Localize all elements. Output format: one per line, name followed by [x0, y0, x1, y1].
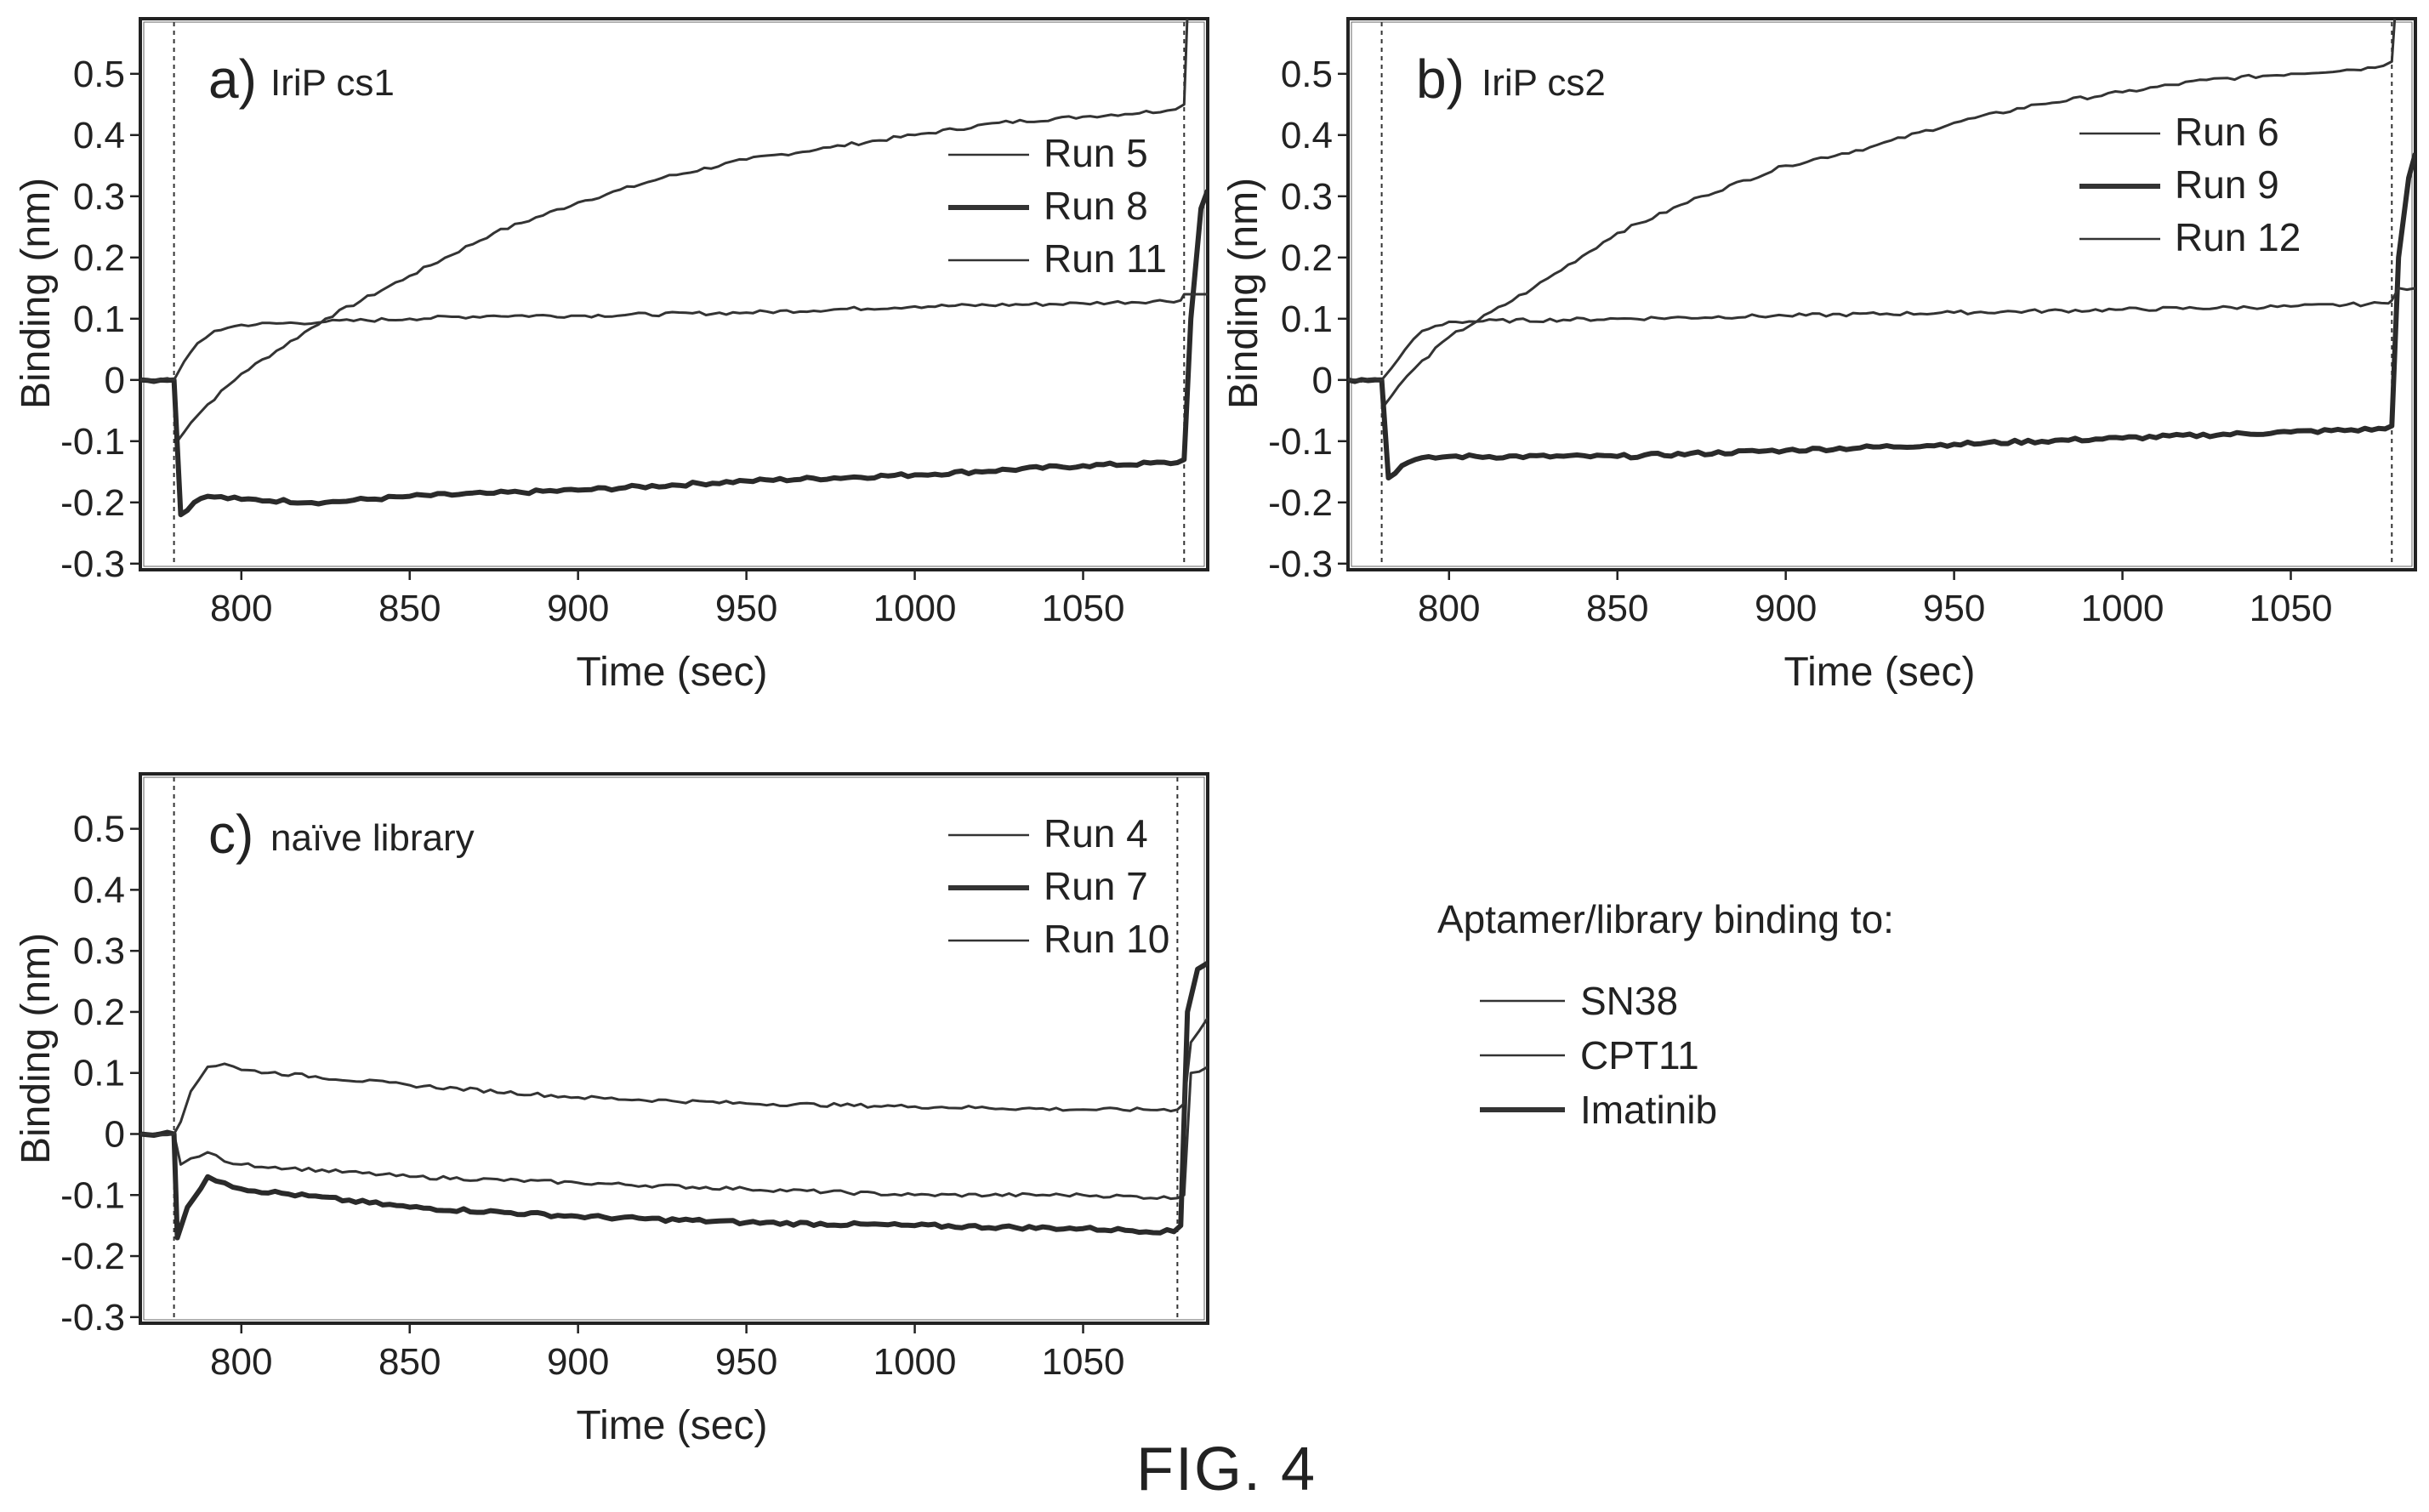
- panel-c-x-tick-label: 1000: [873, 1341, 957, 1383]
- panel-c-legend-label: Run 4: [1044, 811, 1148, 855]
- panel-a-x-tick-label: 1050: [1042, 588, 1125, 629]
- panel-c-y-tick-label: -0.2: [60, 1236, 125, 1277]
- panel-c-ylabel: Binding (nm): [14, 933, 59, 1164]
- panel-b-y-tick-label: -0.1: [1268, 421, 1333, 463]
- panel-c-y-tick-label: -0.3: [60, 1297, 125, 1339]
- panel-c: c) naïve library Time (sec) Binding (nm)…: [14, 772, 1209, 1448]
- panel-b-legend-label: Run 12: [2175, 215, 2301, 259]
- panel-a-series-run-5: [140, 19, 1189, 443]
- panel-b-series-run-6: [1348, 19, 2397, 406]
- panel-c-series-run-7: [140, 960, 1208, 1241]
- panel-b-legend-label: Run 6: [2175, 110, 2279, 154]
- figure-label: FIG. 4: [1136, 1435, 1317, 1503]
- panel-b-title: IriP cs2: [1482, 62, 1606, 104]
- panel-a-x-tick-label: 800: [210, 588, 272, 629]
- panel-b-letter: b): [1416, 48, 1465, 110]
- panel-c-y-tick-label: 0.2: [73, 992, 125, 1033]
- panel-b-y-tick-label: 0: [1312, 360, 1333, 401]
- panel-b-x-tick-label: 800: [1418, 588, 1480, 629]
- panel-a-x-tick-label: 900: [547, 588, 609, 629]
- panel-c-legend-label: Run 7: [1044, 864, 1148, 908]
- panel-a-y-tick-label: 0.2: [73, 237, 125, 279]
- panel-a-y-tick-label: 0.4: [73, 115, 125, 156]
- panel-c-y-tick-label: 0.1: [73, 1053, 125, 1094]
- panel-a-y-tick-label: -0.3: [60, 543, 125, 585]
- panel-c-x-tick-label: 900: [547, 1341, 609, 1383]
- panel-a-x-tick-label: 1000: [873, 588, 957, 629]
- panel-a-series-run-8: [140, 189, 1208, 518]
- panel-a-legend-label: Run 5: [1044, 131, 1148, 175]
- shared-legend-label-sn38: SN38: [1580, 979, 1678, 1023]
- panel-b-y-tick-label: 0.5: [1281, 54, 1333, 95]
- panel-a-y-tick-label: 0.1: [73, 298, 125, 340]
- panel-c-series-run-4: [140, 1066, 1208, 1201]
- panel-a-title: IriP cs1: [270, 62, 395, 104]
- panel-b-x-tick-label: 1000: [2081, 588, 2164, 629]
- panel-c-x-tick-label: 800: [210, 1341, 272, 1383]
- panel-c-letter: c): [208, 804, 253, 865]
- panel-b-series-run-12: [1348, 287, 2415, 383]
- panel-b-xlabel: Time (sec): [1784, 650, 1976, 695]
- panel-b-y-tick-label: -0.2: [1268, 482, 1333, 524]
- panel-c-x-tick-label: 950: [715, 1341, 777, 1383]
- panel-a-letter: a): [208, 48, 257, 110]
- panel-c-frame: [139, 772, 1209, 1325]
- panel-b-legend-label: Run 9: [2175, 162, 2279, 207]
- panel-c-xlabel: Time (sec): [577, 1403, 768, 1448]
- panel-c-y-tick-label: 0: [105, 1113, 125, 1155]
- panel-b-series-run-9: [1348, 152, 2415, 480]
- panel-a-legend-label: Run 11: [1044, 236, 1167, 281]
- panel-b-y-tick-label: -0.3: [1268, 543, 1333, 585]
- panel-b-ylabel: Binding (nm): [1221, 178, 1266, 409]
- panel-a-ylabel: Binding (nm): [14, 178, 59, 409]
- panel-a-x-tick-label: 850: [378, 588, 441, 629]
- panel-c-title: naïve library: [270, 817, 475, 859]
- panel-a-y-tick-label: -0.1: [60, 421, 125, 463]
- panel-b-y-tick-label: 0.2: [1281, 237, 1333, 279]
- panel-b-y-tick-label: 0.4: [1281, 115, 1333, 156]
- panel-a-x-tick-label: 950: [715, 588, 777, 629]
- panel-b: b) IriP cs2 Time (sec) Binding (nm) 800 8…: [1221, 17, 2417, 695]
- panel-a-y-tick-label: 0.5: [73, 54, 125, 95]
- shared-legend-label-cpt11: CPT11: [1580, 1033, 1699, 1077]
- panel-b-frame: [1346, 17, 2417, 571]
- shared-legend-title: Aptamer/library binding to:: [1437, 897, 1894, 941]
- panel-a: a) IriP cs1 Time (sec) Binding (nm) 800 8…: [14, 17, 1209, 695]
- panel-a-y-tick-label: 0.3: [73, 176, 125, 218]
- panel-c-y-tick-label: 0.4: [73, 869, 125, 911]
- panel-b-y-tick-label: 0.3: [1281, 176, 1333, 218]
- panel-a-xlabel: Time (sec): [577, 650, 768, 695]
- panel-a-y-tick-label: -0.2: [60, 482, 125, 524]
- shared-legend: Aptamer/library binding to: SN38 CPT11 I…: [1437, 897, 1894, 1132]
- panel-c-x-tick-label: 850: [378, 1341, 441, 1383]
- shared-legend-label-imatinib: Imatinib: [1580, 1088, 1717, 1132]
- panel-b-x-tick-label: 950: [1923, 588, 1985, 629]
- panel-a-series-run-11: [140, 293, 1208, 383]
- panel-c-y-tick-label: 0.5: [73, 809, 125, 850]
- panel-c-y-tick-label: -0.1: [60, 1174, 125, 1216]
- panel-b-x-tick-label: 1050: [2250, 588, 2333, 629]
- panel-b-x-tick-label: 900: [1755, 588, 1817, 629]
- panel-b-frame-inner: [1351, 21, 2413, 567]
- panel-a-y-tick-label: 0: [105, 360, 125, 401]
- panel-c-series-run-10: [140, 1017, 1208, 1137]
- panel-c-y-tick-label: 0.3: [73, 930, 125, 972]
- panel-c-legend-label: Run 10: [1044, 917, 1169, 961]
- panel-b-x-tick-label: 850: [1586, 588, 1648, 629]
- panel-c-x-tick-label: 1050: [1042, 1341, 1125, 1383]
- panel-c-frame-inner: [143, 776, 1205, 1321]
- panel-b-y-tick-label: 0.1: [1281, 298, 1333, 340]
- panel-a-legend-label: Run 8: [1044, 184, 1148, 228]
